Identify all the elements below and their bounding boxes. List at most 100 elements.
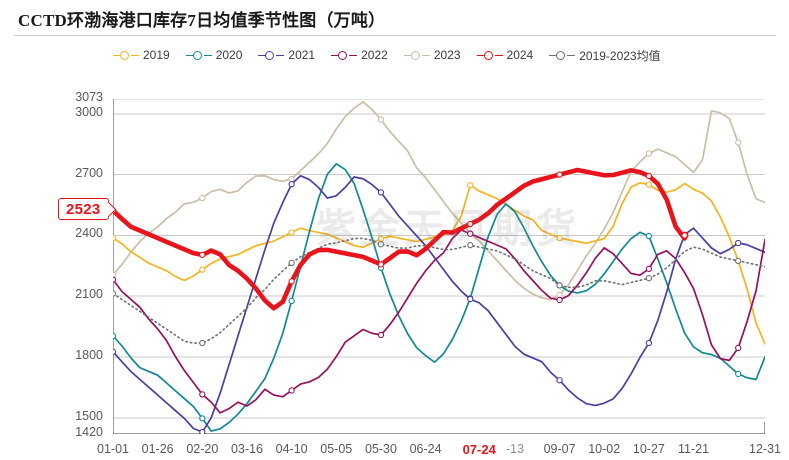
legend-marker-icon — [113, 49, 139, 61]
chart-legend: 2019 2020 2021 2022 2023 2024 2019-2023均值 — [113, 44, 713, 66]
x-axis-tick-label: 02-20 — [186, 442, 219, 456]
y-axis-tick-label: 3073 — [75, 90, 103, 104]
value-callout: 2523 — [58, 198, 109, 220]
series-marker-2021 — [377, 189, 385, 196]
series-marker-2021 — [645, 339, 653, 347]
legend-item-2019[interactable]: 2019 — [113, 48, 170, 62]
x-axis-tick-label: 01-01 — [97, 442, 129, 456]
series-marker-2019-2023均值 — [113, 290, 117, 297]
series-marker-2020 — [288, 297, 295, 305]
series-marker-2023 — [735, 139, 742, 146]
series-marker-2023 — [645, 150, 653, 157]
legend-marker-icon — [258, 49, 285, 61]
series-marker-2021 — [288, 181, 295, 188]
series-marker-2019-2023均值 — [556, 282, 563, 289]
legend-item-2023[interactable]: 2023 — [403, 48, 461, 62]
chart-canvas — [113, 99, 765, 434]
series-marker-2022 — [377, 331, 385, 339]
legend-item-2022[interactable]: 2022 — [331, 48, 388, 62]
series-marker-2019-2023均值 — [199, 339, 206, 347]
x-axis-tick-label: 05-05 — [320, 442, 353, 456]
y-axis-tick-label: 2700 — [75, 165, 103, 180]
series-marker-2022 — [556, 296, 563, 304]
x-axis-tick-label: 06-24 — [409, 442, 442, 456]
y-axis-tick-label: 1800 — [75, 347, 103, 362]
x-axis-tick-label: 10-02 — [588, 442, 621, 456]
x-axis-tick-label: 01-26 — [141, 442, 174, 456]
series-marker-2024 — [467, 220, 474, 228]
series-marker-2023 — [113, 271, 117, 279]
series-endpoint-2024 — [680, 231, 689, 240]
series-marker-2019 — [377, 235, 385, 242]
x-axis-tick-label: -13 — [505, 442, 524, 456]
x-axis-tick-label: 03-16 — [230, 442, 263, 456]
series-marker-2019-2023均值 — [288, 259, 295, 266]
x-axis-tick-label: 11-21 — [678, 442, 710, 456]
legend-marker-icon — [403, 49, 430, 61]
series-marker-2020 — [645, 232, 653, 240]
plot-area — [113, 99, 765, 434]
series-marker-2023 — [377, 116, 385, 123]
series-marker-2019-2023均值 — [735, 257, 742, 264]
legend-item-2019-2023均值[interactable]: 2019-2023均值 — [549, 47, 661, 64]
legend-item-2024[interactable]: 2024 — [476, 48, 534, 62]
series-line-2020 — [113, 162, 765, 432]
series-marker-2019 — [645, 181, 653, 188]
series-marker-2024 — [288, 278, 295, 285]
x-axis-tick-label: 12-31 — [749, 442, 781, 456]
series-marker-2023 — [199, 194, 206, 202]
series-marker-2019 — [199, 266, 206, 273]
series-marker-2022 — [735, 344, 742, 352]
x-axis-tick-label: 09-07 — [543, 442, 576, 456]
x-axis-tick-label: 10-27 — [632, 442, 665, 456]
series-marker-2020 — [735, 370, 742, 378]
series-marker-2021 — [467, 295, 474, 303]
series-marker-2022 — [288, 387, 295, 394]
series-marker-2023 — [288, 175, 295, 183]
y-axis-tick-label: 1500 — [75, 408, 103, 423]
legend-item-label: 2024 — [506, 48, 534, 62]
title-divider — [14, 35, 776, 36]
legend-marker-icon — [476, 49, 503, 61]
series-marker-2024 — [556, 171, 563, 178]
series-marker-2019 — [113, 234, 117, 242]
series-marker-2019 — [467, 182, 474, 189]
legend-marker-icon — [331, 49, 358, 61]
x-axis-tick-label: 05-30 — [364, 442, 397, 456]
series-marker-2024 — [199, 251, 206, 259]
y-axis-tick-label: 3000 — [75, 104, 103, 119]
series-marker-2019-2023均值 — [645, 275, 653, 282]
legend-item-label: 2019-2023均值 — [579, 48, 661, 63]
series-marker-2021 — [556, 377, 563, 384]
y-axis-tick-label: 1420 — [75, 425, 103, 439]
y-axis-tick-label: 2100 — [75, 287, 103, 302]
series-marker-2019 — [288, 229, 295, 236]
legend-item-label: 2019 — [143, 48, 170, 62]
series-marker-2021 — [113, 348, 117, 355]
series-marker-2024 — [645, 172, 653, 180]
series-marker-2020 — [199, 415, 206, 422]
series-marker-2019-2023均值 — [467, 242, 474, 249]
legend-item-label: 2023 — [433, 48, 461, 62]
series-marker-2022 — [199, 391, 206, 398]
legend-item-label: 2020 — [215, 48, 243, 62]
series-marker-2020 — [113, 332, 117, 340]
x-axis-tick-label: 07-24 — [462, 442, 496, 457]
series-marker-2022 — [113, 276, 117, 283]
legend-item-2020[interactable]: 2020 — [185, 48, 243, 62]
chart-title: CCTD环渤海港口库存7日均值季节性图（万吨） — [18, 11, 386, 30]
legend-item-2021[interactable]: 2021 — [258, 48, 315, 62]
series-marker-2024 — [377, 261, 385, 268]
y-axis-tick-label: 2400 — [75, 226, 103, 241]
series-marker-2019 — [556, 234, 563, 242]
legend-marker-icon — [549, 49, 576, 61]
series-line-2022 — [113, 229, 765, 414]
legend-item-label: 2022 — [361, 48, 388, 62]
series-marker-2022 — [467, 230, 474, 237]
legend-item-label: 2021 — [288, 48, 316, 62]
x-axis-tick-label: 04-10 — [275, 442, 308, 456]
series-line-2021 — [113, 174, 765, 433]
series-marker-2022 — [645, 265, 653, 272]
series-line-2024 — [113, 167, 687, 311]
series-marker-2019-2023均值 — [377, 241, 385, 248]
